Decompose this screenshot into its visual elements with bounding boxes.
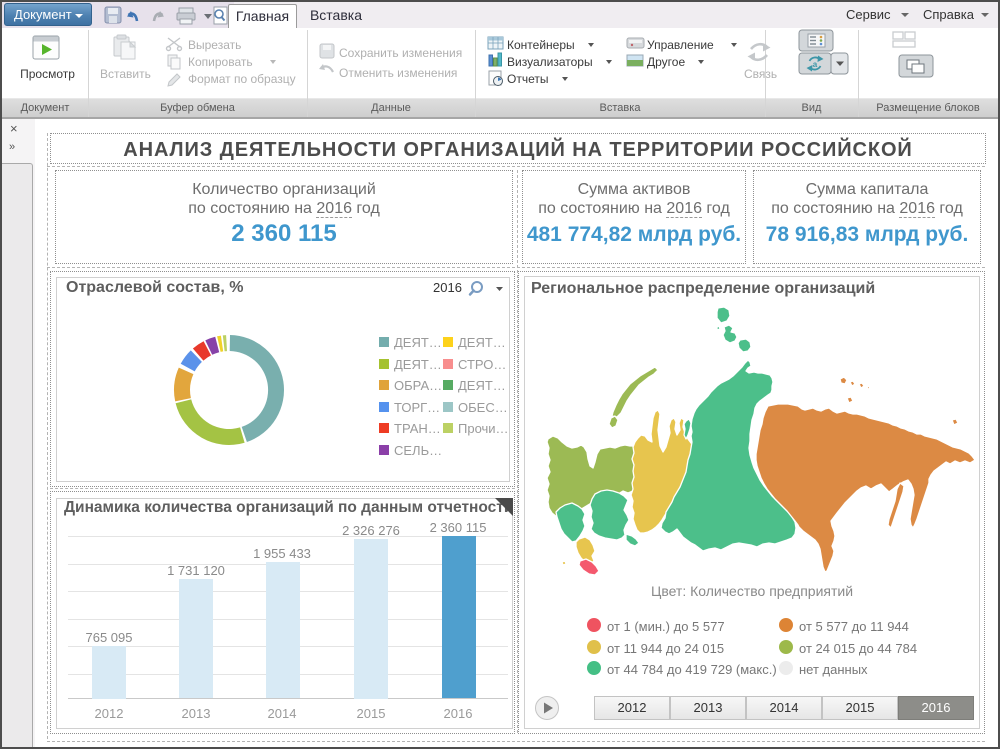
svg-text:a: a — [813, 60, 818, 69]
